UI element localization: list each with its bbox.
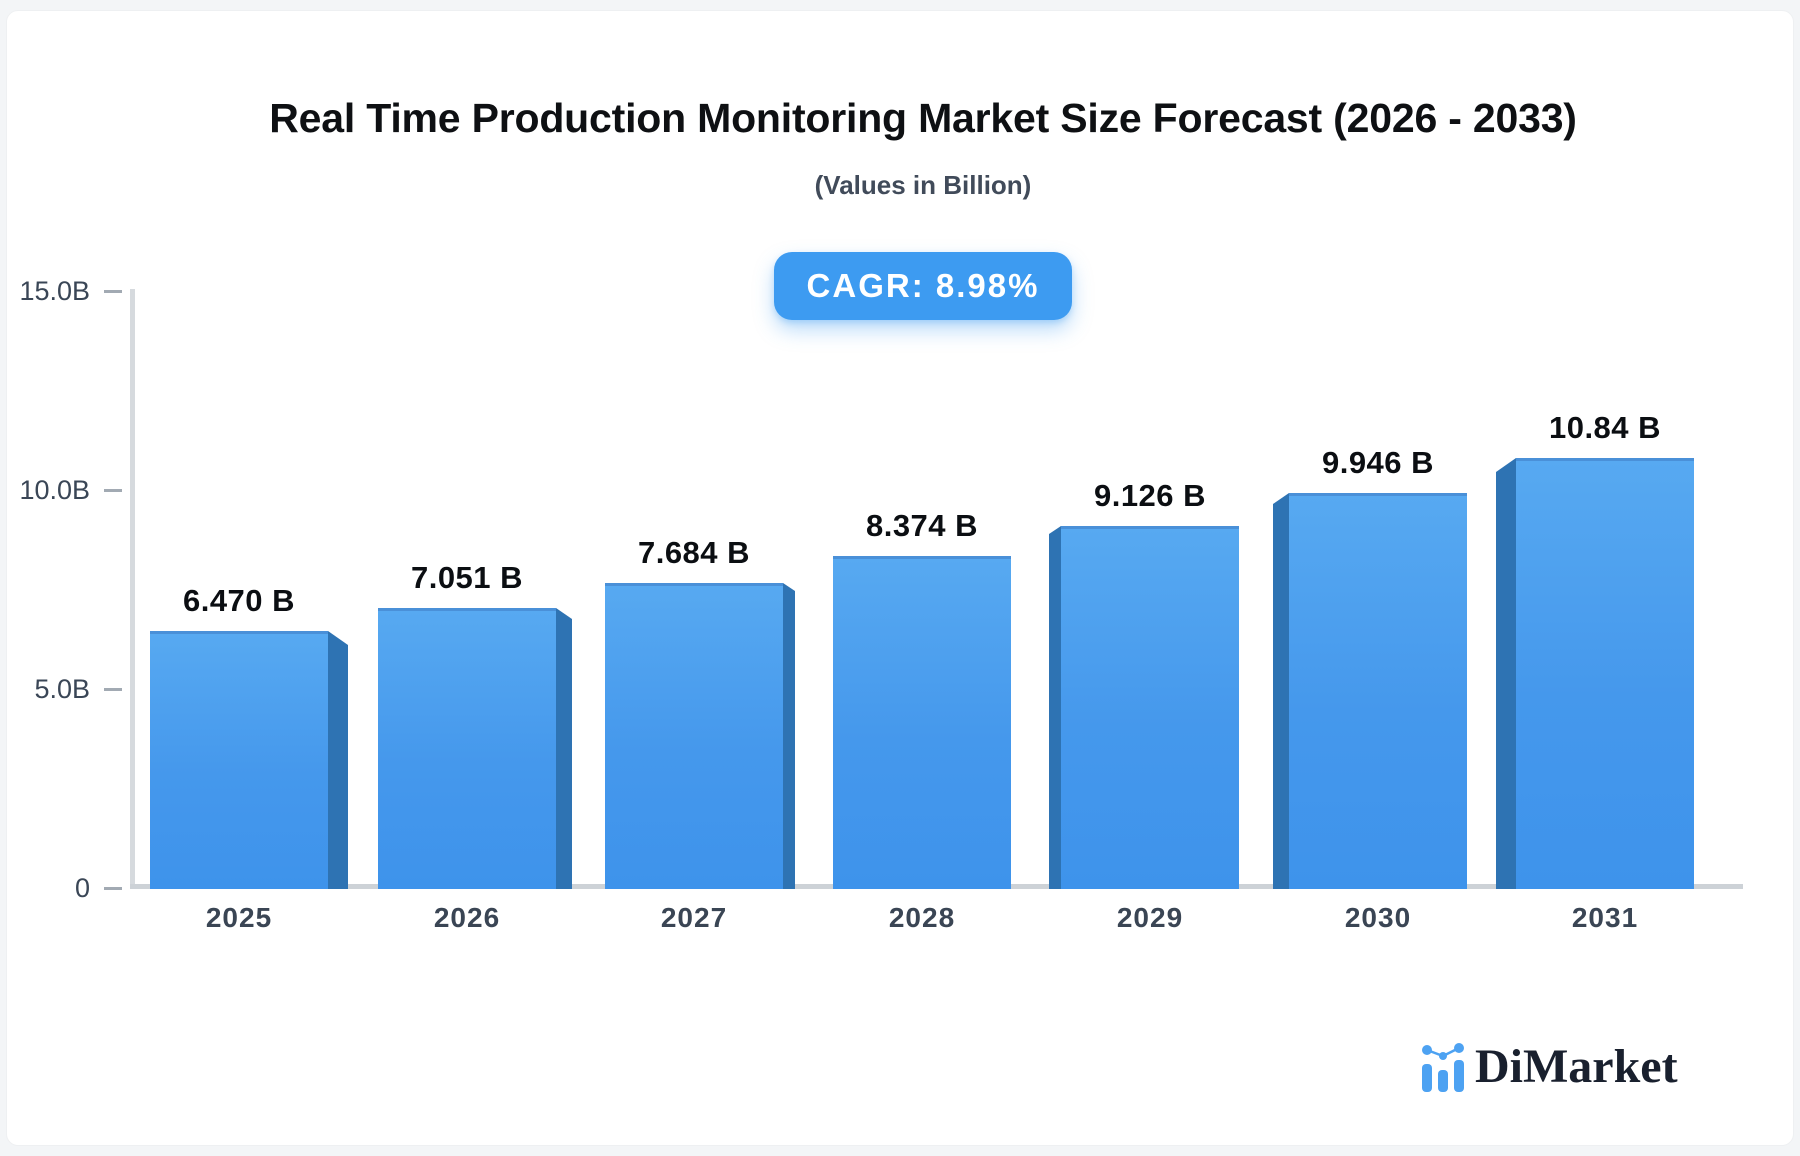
page-title: Real Time Production Monitoring Market S… — [269, 95, 1577, 141]
bar-3d-side-2027 — [783, 583, 795, 889]
bar-2028[interactable] — [833, 556, 1011, 889]
cagr-badge: CAGR: 8.98% — [773, 252, 1073, 320]
bar-3d-side-2029 — [1049, 526, 1061, 889]
bar-value-label: 7.051 B — [410, 560, 524, 595]
bar-value-label: 9.946 B — [1321, 445, 1435, 480]
bar-2031[interactable] — [1516, 458, 1694, 889]
brand-name: DiMarket — [1475, 1040, 1678, 1093]
y-axis-tick-label: 15.0B — [19, 276, 90, 306]
x-axis-label-2028: 2028 — [888, 902, 956, 933]
y-axis-tick-mark — [104, 886, 122, 890]
y-axis-tick-label: 10.0B — [19, 475, 90, 505]
bar-3d-side-2031 — [1496, 458, 1516, 889]
cagr-badge-row: CAGR: 8.98% — [46, 252, 1800, 320]
bar-value-label: 8.374 B — [865, 508, 979, 543]
x-axis-label-2027: 2027 — [660, 902, 728, 933]
bar-2027[interactable] — [605, 583, 783, 889]
bar-3d-side-2025 — [328, 631, 348, 889]
bar-2026[interactable] — [378, 608, 556, 889]
bar-value-label: 7.684 B — [637, 535, 751, 570]
x-axis-label-2026: 2026 — [433, 902, 501, 933]
bar-chart-logo-icon — [1422, 1043, 1464, 1092]
x-axis-label-2029: 2029 — [1116, 902, 1184, 933]
bar-3d-side-2026 — [556, 608, 572, 889]
bar-value-label: 10.84 B — [1548, 410, 1662, 445]
y-axis-tick-mark — [104, 289, 122, 293]
bar-3d-side-2030 — [1273, 493, 1289, 889]
x-axis-label-2030: 2030 — [1344, 902, 1412, 933]
bar-2030[interactable] — [1289, 493, 1467, 889]
bar-2025[interactable] — [150, 631, 328, 889]
y-axis-tick-mark — [104, 687, 122, 691]
bar-value-label: 6.470 B — [182, 583, 296, 618]
y-axis-tick-label: 0 — [74, 873, 90, 903]
brand-logo[interactable]: DiMarket — [1422, 1040, 1678, 1092]
chart-subtitle: (Values in Billion) — [814, 170, 1032, 200]
y-axis-line — [130, 289, 135, 888]
x-axis-label-2025: 2025 — [205, 902, 273, 933]
x-axis-label-2031: 2031 — [1571, 902, 1639, 933]
bar-value-label: 9.126 B — [1093, 478, 1207, 513]
bar-2029[interactable] — [1061, 526, 1239, 889]
y-axis-tick-label: 5.0B — [34, 674, 90, 704]
y-axis-tick-mark — [104, 488, 122, 492]
